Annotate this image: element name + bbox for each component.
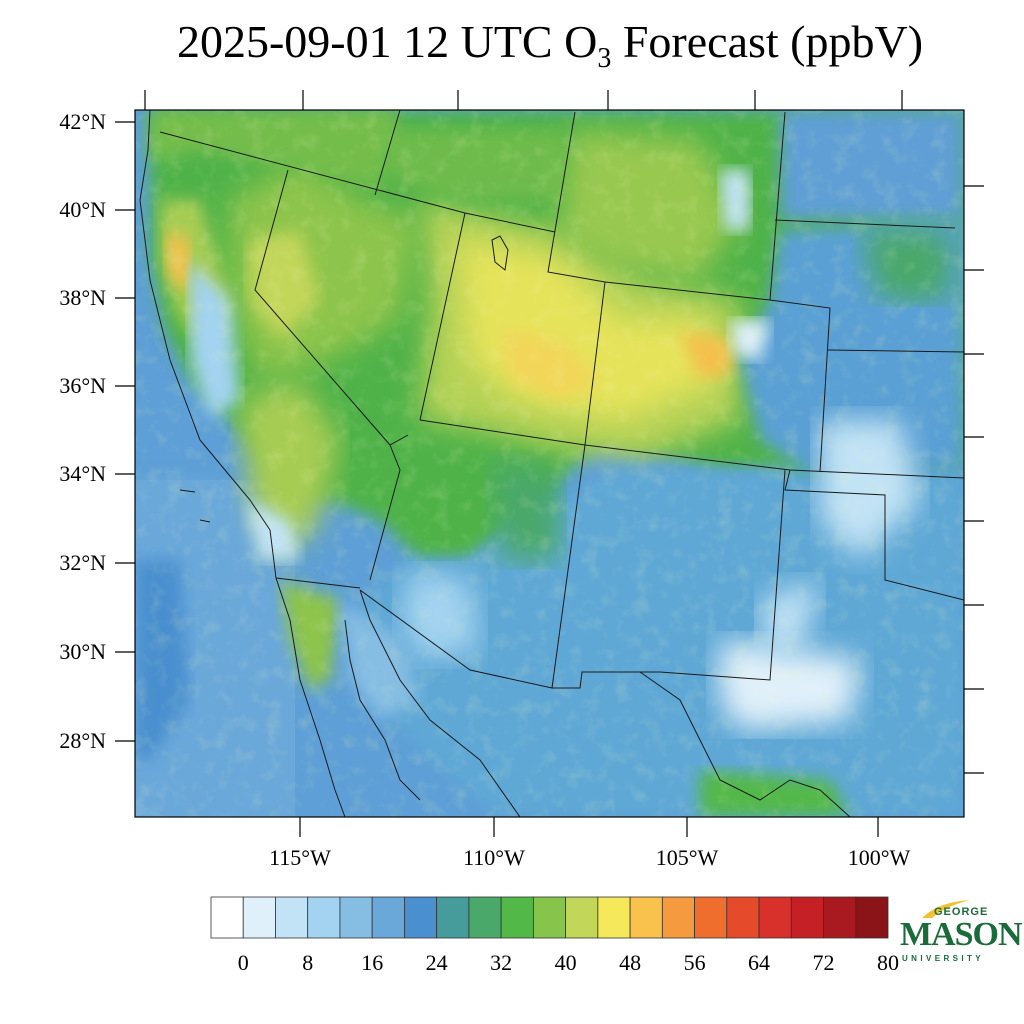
gmu-logo: GEORGE MASON UNIVERSITY bbox=[898, 898, 1023, 970]
lat-label-42: 42°N bbox=[59, 109, 106, 134]
colorbar-swatch bbox=[242, 896, 276, 939]
colorbar-tick-label: 72 bbox=[812, 950, 835, 975]
lon-label-105: 105°W bbox=[655, 845, 719, 870]
colorbar-swatch bbox=[436, 896, 470, 939]
ozone-field bbox=[135, 110, 964, 817]
colorbar-swatch bbox=[790, 896, 824, 939]
lon-label-100: 100°W bbox=[847, 845, 911, 870]
colorbar-swatch bbox=[339, 896, 373, 939]
map-frame bbox=[134, 109, 965, 818]
coastline bbox=[139, 110, 521, 817]
colorbar-swatch bbox=[532, 896, 567, 939]
lat-label-32: 32°N bbox=[59, 550, 106, 575]
colorbar-swatch bbox=[307, 896, 341, 939]
colorbar-swatch bbox=[210, 896, 244, 939]
colorbar-tick-label: 56 bbox=[683, 950, 706, 975]
axis-ticks bbox=[115, 90, 984, 837]
colorbar-tick-label: 24 bbox=[425, 950, 448, 975]
lat-label-38: 38°N bbox=[59, 285, 106, 310]
colorbar-swatch bbox=[726, 896, 760, 939]
colorbar-tick-label: 40 bbox=[554, 950, 577, 975]
colorbar-tick-label: 8 bbox=[302, 950, 314, 975]
colorbar-swatch bbox=[758, 896, 792, 939]
logo-line-2: MASON bbox=[900, 916, 1023, 953]
lat-label-28: 28°N bbox=[59, 728, 106, 753]
colorbar-tick-label: 0 bbox=[237, 950, 249, 975]
lon-label-110: 110°W bbox=[463, 845, 525, 870]
colorbar-swatch bbox=[468, 896, 502, 939]
logo-swoosh-icon bbox=[922, 900, 970, 918]
colorbar-swatch bbox=[597, 896, 631, 939]
colorbar-tick-label: 80 bbox=[877, 950, 899, 975]
lat-label-40: 40°N bbox=[59, 197, 106, 222]
colorbar bbox=[210, 896, 889, 939]
colorbar-swatch bbox=[500, 896, 534, 939]
colorbar-swatch bbox=[694, 896, 728, 939]
chart-title: 2025-09-01 12 UTC O3 Forecast (ppbV) bbox=[176, 16, 924, 75]
lat-label-34: 34°N bbox=[59, 461, 106, 486]
colorbar-tick-label: 64 bbox=[748, 950, 771, 975]
colorbar-swatch bbox=[404, 896, 438, 939]
lat-label-36: 36°N bbox=[59, 373, 106, 398]
colorbar-tick-label: 32 bbox=[490, 950, 513, 975]
logo-line-3: UNIVERSITY bbox=[902, 954, 985, 963]
colorbar-swatch bbox=[565, 896, 599, 939]
lat-label-30: 30°N bbox=[59, 639, 106, 664]
colorbar-swatch bbox=[855, 896, 889, 939]
colorbar-swatch bbox=[661, 896, 695, 939]
lon-label-115: 115°W bbox=[269, 845, 331, 870]
colorbar-tick-label: 16 bbox=[361, 950, 384, 975]
colorbar-swatch bbox=[275, 896, 309, 939]
colorbar-swatch bbox=[371, 896, 405, 939]
colorbar-tick-label: 48 bbox=[619, 950, 642, 975]
logo-line-1: GEORGE bbox=[934, 906, 989, 918]
state-boundaries bbox=[159, 110, 964, 817]
colorbar-swatch bbox=[823, 896, 857, 939]
colorbar-swatch bbox=[629, 896, 663, 939]
